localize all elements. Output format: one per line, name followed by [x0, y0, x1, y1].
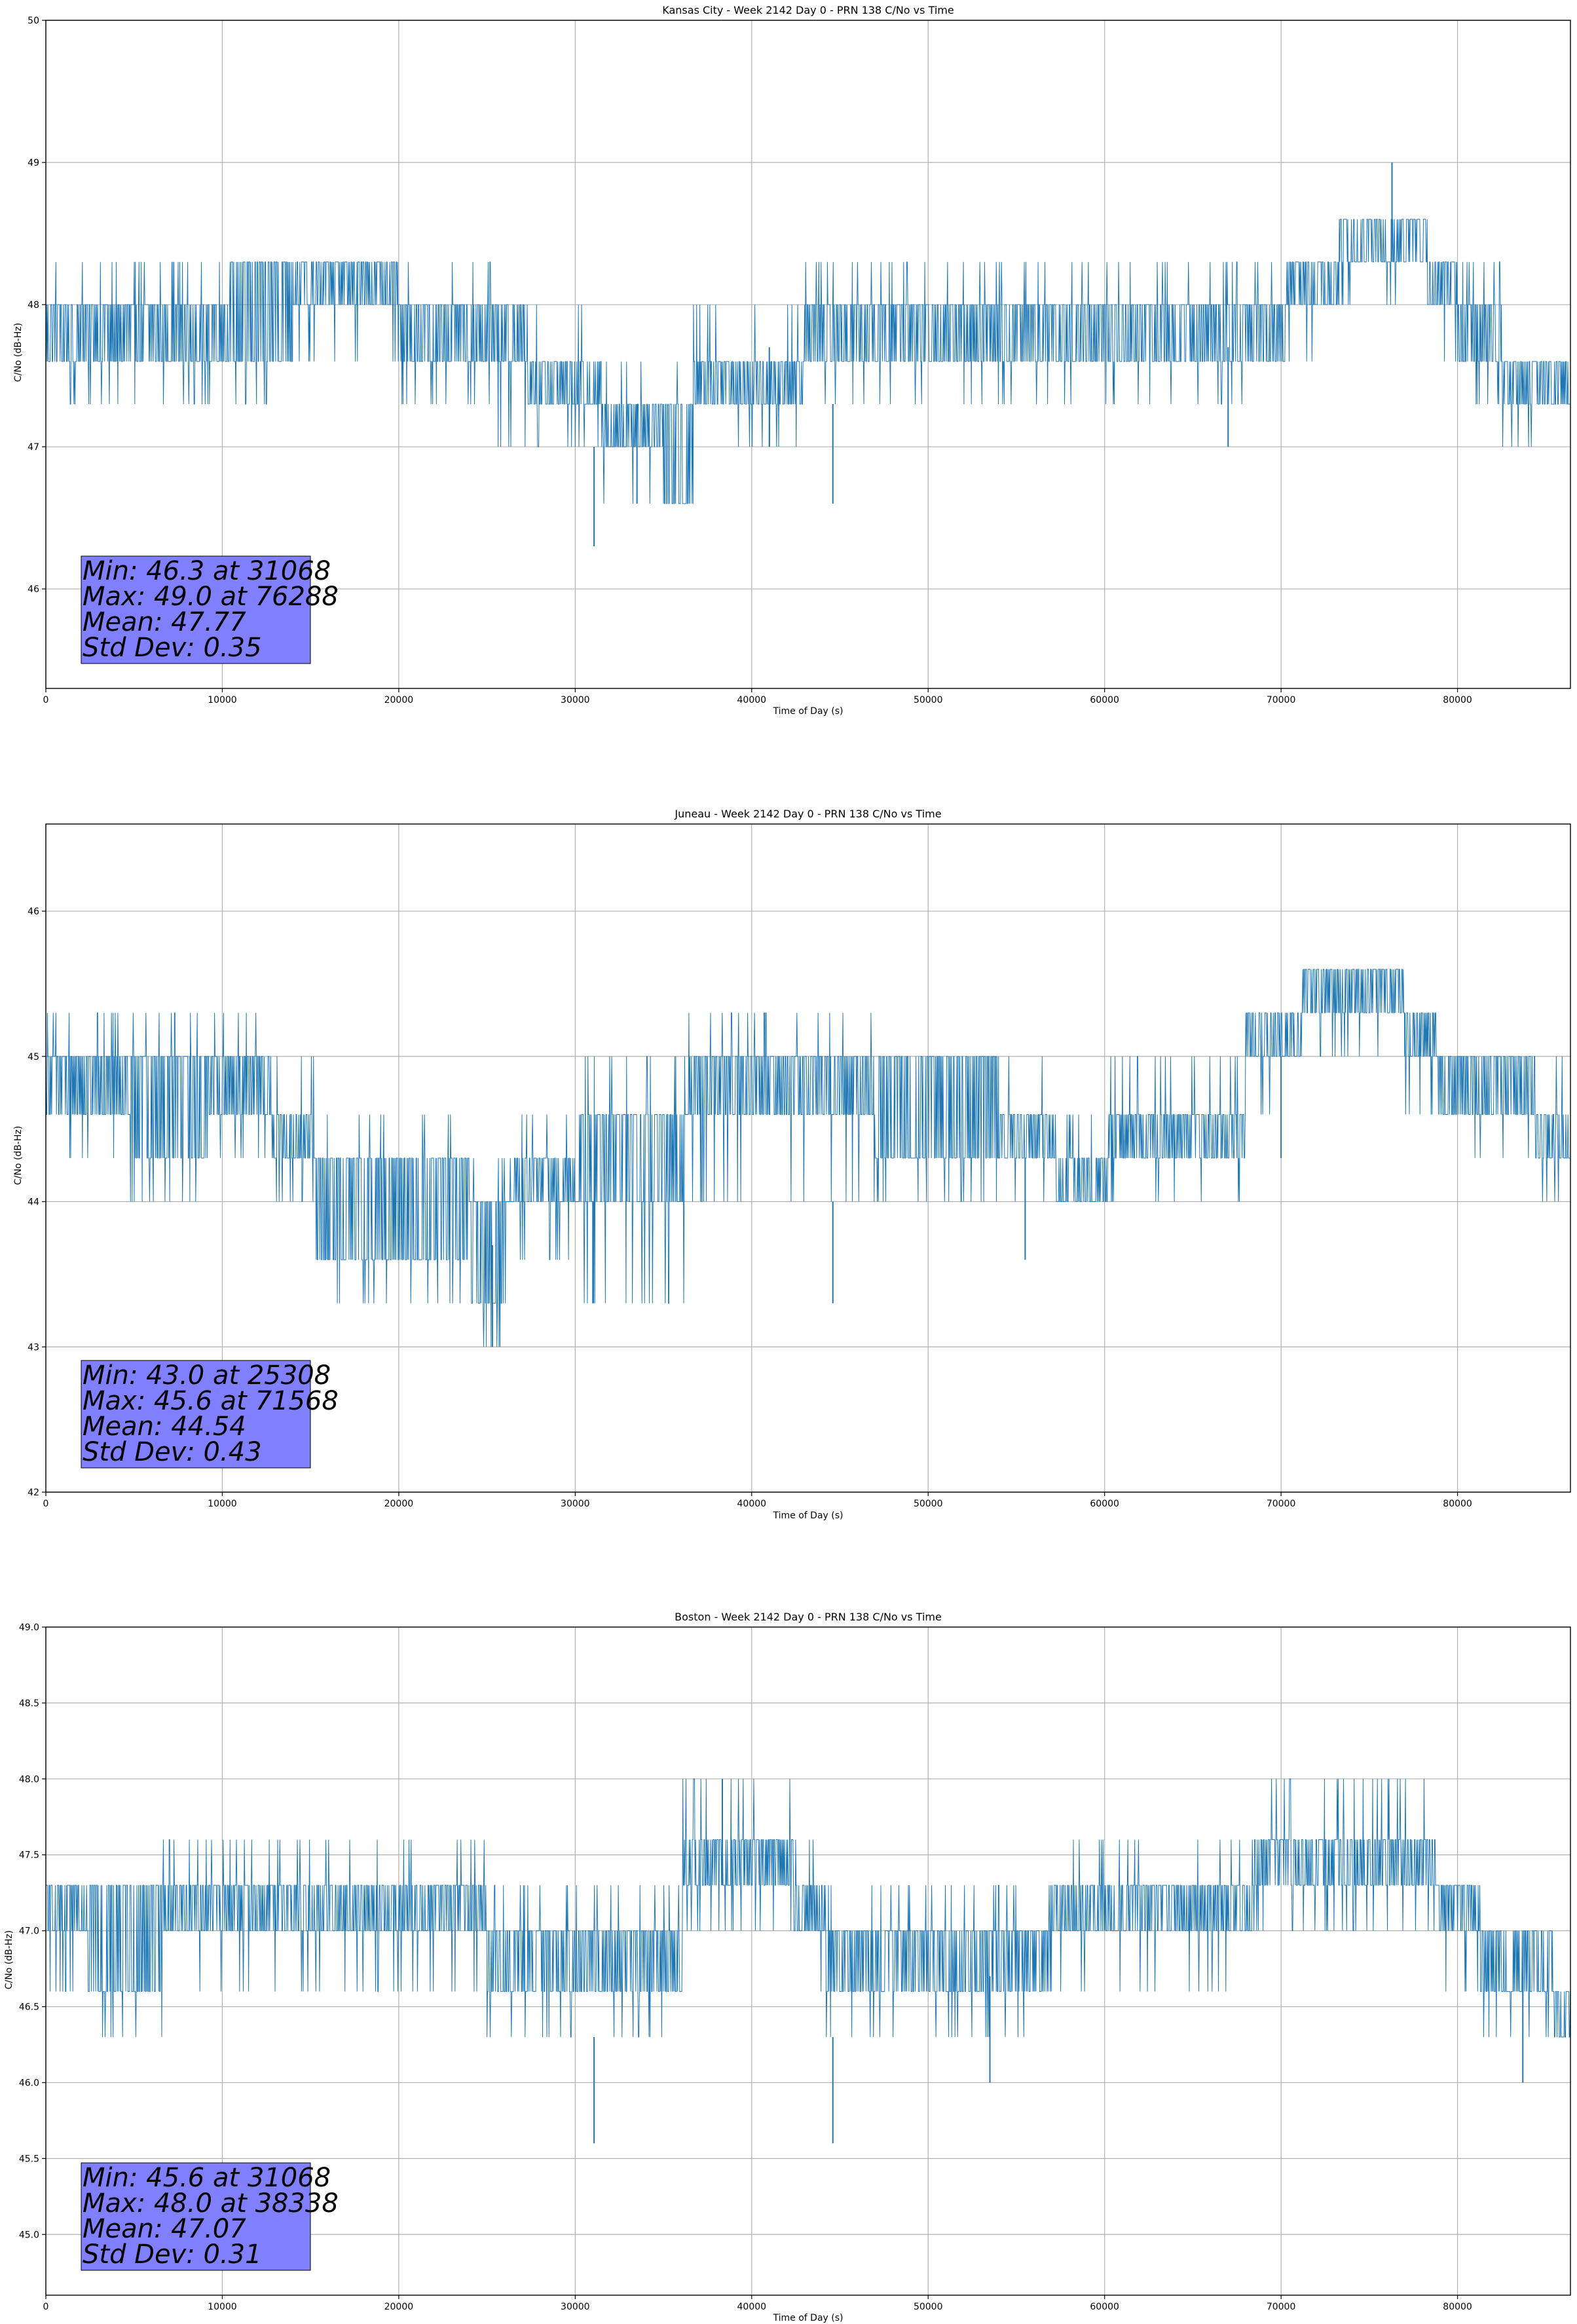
x-tick-label: 50000	[914, 695, 943, 705]
stat-max: Max: 49.0 at 76288	[83, 582, 339, 612]
y-tick-label: 50	[28, 16, 39, 26]
plot-frame	[45, 823, 1571, 1493]
y-tick-label: 46.0	[19, 2078, 39, 2088]
y-tick-label: 48.0	[19, 1774, 39, 1785]
stats-box: Min: 45.6 at 31068 Max: 48.0 at 38338 Me…	[81, 2162, 339, 2271]
x-tick-label: 40000	[737, 695, 767, 705]
plot-area: 0 10000 20000 30000 40000 50000 60000 70000 8000…	[19, 1622, 1571, 2312]
stat-mean: Mean: 44.54	[83, 1412, 246, 1442]
y-axis-label: C/No (dB-Hz)	[13, 323, 24, 382]
y-tick-label: 47.5	[19, 1850, 39, 1861]
stat-min: Min: 45.6 at 31068	[83, 2163, 331, 2193]
x-tick-label: 80000	[1443, 695, 1472, 705]
x-tick-label: 40000	[737, 2302, 767, 2312]
plot-area: 0 10000 20000 30000 40000 50000 60000 70000 8000…	[28, 823, 1571, 1509]
x-tick-label: 80000	[1443, 2302, 1472, 2312]
y-tick-label: 47	[28, 442, 39, 453]
x-tick-label: 60000	[1090, 695, 1119, 705]
stat-max: Max: 48.0 at 38338	[83, 2188, 339, 2219]
chart-kansas-city: Kansas City - Week 2142 Day 0 - PRN 138 …	[13, 4, 1571, 717]
y-tick-label: 46.5	[19, 2002, 39, 2013]
x-tick-label: 20000	[384, 695, 414, 705]
cno-series-line	[45, 969, 1570, 1347]
y-tick-label: 48.5	[19, 1698, 39, 1709]
chart-title: Kansas City - Week 2142 Day 0 - PRN 138 …	[662, 4, 954, 16]
stat-std-dev: Std Dev: 0.43	[83, 1437, 262, 1467]
stat-max: Max: 45.6 at 71568	[83, 1386, 339, 1416]
y-tick-label: 43	[28, 1342, 39, 1353]
x-axis-label: Time of Day (s)	[773, 1510, 844, 1521]
x-tick-label: 10000	[208, 1499, 237, 1509]
x-tick-label: 10000	[208, 695, 237, 705]
x-tick-label: 30000	[561, 2302, 590, 2312]
stat-min: Min: 43.0 at 25308	[83, 1360, 331, 1391]
x-tick-label: 50000	[914, 1499, 943, 1509]
cno-series-line	[45, 219, 1570, 504]
x-tick-label: 10000	[208, 2302, 237, 2312]
plot-frame	[45, 1626, 1571, 2296]
x-tick-label: 20000	[384, 1499, 414, 1509]
x-tick-label: 0	[43, 1499, 49, 1509]
y-tick-label: 44	[28, 1197, 39, 1208]
x-tick-label: 20000	[384, 2302, 414, 2312]
x-axis-label: Time of Day (s)	[773, 2313, 844, 2323]
stat-std-dev: Std Dev: 0.35	[83, 633, 262, 663]
x-tick-label: 40000	[737, 1499, 767, 1509]
y-axis-label: C/No (dB-Hz)	[4, 1930, 14, 1989]
y-tick-label: 48	[28, 300, 39, 310]
x-tick-label: 60000	[1090, 2302, 1119, 2312]
stats-box: Min: 43.0 at 25308 Max: 45.6 at 71568 Me…	[81, 1360, 339, 1469]
x-tick-label: 0	[43, 695, 49, 705]
stat-min: Min: 46.3 at 31068	[83, 556, 331, 586]
stat-mean: Mean: 47.77	[83, 607, 246, 637]
cno-series-line	[46, 1778, 1571, 2038]
chart-title: Boston - Week 2142 Day 0 - PRN 138 C/No …	[675, 1611, 942, 1623]
x-tick-label: 60000	[1090, 1499, 1119, 1509]
y-tick-label: 47.0	[19, 1926, 39, 1937]
x-tick-label: 30000	[561, 695, 590, 705]
plot-frame	[45, 20, 1571, 689]
stats-box: Min: 46.3 at 31068 Max: 49.0 at 76288 Me…	[81, 555, 339, 664]
x-axis-label: Time of Day (s)	[773, 706, 844, 717]
x-tick-label: 0	[43, 2302, 49, 2312]
x-tick-label: 50000	[914, 2302, 943, 2312]
chart-juneau: Juneau - Week 2142 Day 0 - PRN 138 C/No …	[13, 808, 1571, 1521]
y-tick-label: 45	[28, 1052, 39, 1062]
stat-mean: Mean: 47.07	[83, 2214, 246, 2244]
y-tick-label: 49.0	[19, 1622, 39, 1633]
chart-title: Juneau - Week 2142 Day 0 - PRN 138 C/No …	[674, 808, 941, 820]
x-tick-label: 30000	[561, 1499, 590, 1509]
y-tick-label: 45.0	[19, 2230, 39, 2240]
x-tick-label: 70000	[1267, 695, 1296, 705]
x-tick-label: 80000	[1443, 1499, 1472, 1509]
y-tick-label: 46	[28, 907, 39, 917]
y-tick-label: 45.5	[19, 2154, 39, 2164]
y-tick-label: 49	[28, 158, 39, 168]
y-tick-label: 46	[28, 584, 39, 595]
x-tick-label: 70000	[1267, 1499, 1296, 1509]
y-axis-label: C/No (dB-Hz)	[13, 1126, 24, 1185]
stat-std-dev: Std Dev: 0.31	[83, 2240, 262, 2270]
chart-boston: Boston - Week 2142 Day 0 - PRN 138 C/No …	[4, 1611, 1571, 2323]
y-tick-label: 42	[28, 1488, 39, 1498]
x-tick-label: 70000	[1267, 2302, 1296, 2312]
plot-area: 0 10000 20000 30000 40000 50000 60000 70000 8000…	[28, 16, 1571, 705]
